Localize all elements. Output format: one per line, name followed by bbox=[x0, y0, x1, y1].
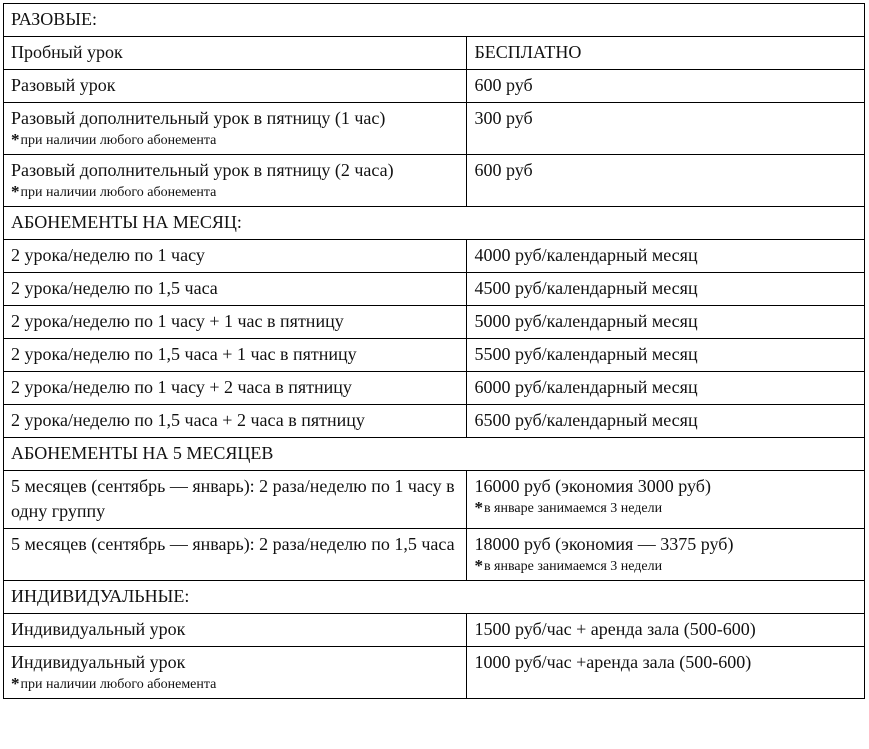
row-price: 18000 руб (экономия — 3375 руб) bbox=[474, 534, 734, 554]
row-name-cell: Индивидуальный урок *при наличии любого … bbox=[2, 646, 468, 699]
row-price: 16000 руб (экономия 3000 руб) bbox=[474, 476, 711, 496]
row-note: *при наличии любого абонемента bbox=[11, 131, 461, 150]
row-note: *при наличии любого абонемента bbox=[11, 675, 461, 694]
row-name: Разовый дополнительный урок в пятницу (1… bbox=[11, 108, 386, 128]
row-note-text: при наличии любого абонемента bbox=[20, 133, 217, 148]
section-header-row: РАЗОВЫЕ: bbox=[3, 3, 865, 37]
row-name: Пробный урок bbox=[2, 36, 468, 70]
section-header-row: ИНДИВИДУАЛЬНЫЕ: bbox=[3, 580, 865, 614]
table-row: 2 урока/неделю по 1 часу + 2 часа в пятн… bbox=[2, 371, 865, 405]
section-header-individual: ИНДИВИДУАЛЬНЫЕ: bbox=[3, 580, 865, 614]
table-row: Индивидуальный урок 1500 руб/час + аренд… bbox=[2, 613, 865, 647]
section-header-monthly: АБОНЕМЕНТЫ НА МЕСЯЦ: bbox=[3, 206, 865, 240]
row-note-text: при наличии любого абонемента bbox=[20, 677, 217, 692]
row-name-cell: Разовый дополнительный урок в пятницу (1… bbox=[2, 102, 468, 155]
table-row: 2 урока/неделю по 1 часу 4000 руб/календ… bbox=[2, 239, 865, 273]
row-price: 5000 руб/календарный месяц bbox=[466, 305, 865, 339]
table-row: Индивидуальный урок *при наличии любого … bbox=[2, 646, 865, 699]
section-header-five-months: АБОНЕМЕНТЫ НА 5 МЕСЯЦЕВ bbox=[3, 437, 865, 471]
row-price: 1000 руб/час +аренда зала (500-600) bbox=[466, 646, 865, 699]
table-row: 2 урока/неделю по 1,5 часа + 2 часа в пя… bbox=[2, 404, 865, 438]
row-name: Индивидуальный урок bbox=[2, 613, 468, 647]
table-row: 2 урока/неделю по 1 часу + 1 час в пятни… bbox=[2, 305, 865, 339]
row-name: 5 месяцев (сентябрь — январь): 2 раза/не… bbox=[2, 528, 468, 581]
row-name: 2 урока/неделю по 1 часу + 1 час в пятни… bbox=[2, 305, 468, 339]
section-header-row: АБОНЕМЕНТЫ НА 5 МЕСЯЦЕВ bbox=[3, 437, 865, 471]
row-note: *в январе занимаемся 3 недели bbox=[474, 557, 859, 576]
row-price-cell: 16000 руб (экономия 3000 руб) *в январе … bbox=[466, 470, 865, 529]
row-price: 5500 руб/календарный месяц bbox=[466, 338, 865, 372]
table-row: Разовый дополнительный урок в пятницу (2… bbox=[2, 154, 865, 207]
row-name: Разовый дополнительный урок в пятницу (2… bbox=[11, 160, 394, 180]
row-price: 6000 руб/календарный месяц bbox=[466, 371, 865, 405]
table-row: Разовый дополнительный урок в пятницу (1… bbox=[2, 102, 865, 155]
row-name: 2 урока/неделю по 1,5 часа + 1 час в пят… bbox=[2, 338, 468, 372]
row-note: *в январе занимаемся 3 недели bbox=[474, 499, 859, 518]
row-note-text: в январе занимаемся 3 недели bbox=[483, 501, 663, 516]
note-asterisk: * bbox=[11, 674, 20, 693]
note-asterisk: * bbox=[11, 182, 20, 201]
row-price-cell: 18000 руб (экономия — 3375 руб) *в январ… bbox=[466, 528, 865, 581]
row-price: 4000 руб/календарный месяц bbox=[466, 239, 865, 273]
table-row: 2 урока/неделю по 1,5 часа + 1 час в пят… bbox=[2, 338, 865, 372]
row-price: 600 руб bbox=[466, 154, 865, 207]
row-price: 1500 руб/час + аренда зала (500-600) bbox=[466, 613, 865, 647]
row-price: 4500 руб/календарный месяц bbox=[466, 272, 865, 306]
row-name: 5 месяцев (сентябрь — январь): 2 раза/не… bbox=[2, 470, 468, 529]
section-header-single: РАЗОВЫЕ: bbox=[3, 3, 865, 37]
note-asterisk: * bbox=[11, 130, 20, 149]
table-row: Пробный урок БЕСПЛАТНО bbox=[2, 36, 865, 70]
table-row: 2 урока/неделю по 1,5 часа 4500 руб/кале… bbox=[2, 272, 865, 306]
row-price: БЕСПЛАТНО bbox=[466, 36, 865, 70]
row-name-cell: Разовый дополнительный урок в пятницу (2… bbox=[2, 154, 468, 207]
price-table: РАЗОВЫЕ: Пробный урок БЕСПЛАТНО Разовый … bbox=[2, 3, 865, 699]
row-name: Индивидуальный урок bbox=[11, 652, 186, 672]
row-name: 2 урока/неделю по 1 часу bbox=[2, 239, 468, 273]
note-asterisk: * bbox=[474, 556, 483, 575]
row-note-text: при наличии любого абонемента bbox=[20, 185, 217, 200]
row-note-text: в январе занимаемся 3 недели bbox=[483, 559, 663, 574]
row-name: 2 урока/неделю по 1 часу + 2 часа в пятн… bbox=[2, 371, 468, 405]
row-price: 6500 руб/календарный месяц bbox=[466, 404, 865, 438]
note-asterisk: * bbox=[474, 498, 483, 517]
row-name: Разовый урок bbox=[2, 69, 468, 103]
table-row: 5 месяцев (сентябрь — январь): 2 раза/не… bbox=[2, 470, 865, 529]
table-row: 5 месяцев (сентябрь — январь): 2 раза/не… bbox=[2, 528, 865, 581]
section-header-row: АБОНЕМЕНТЫ НА МЕСЯЦ: bbox=[3, 206, 865, 240]
row-name: 2 урока/неделю по 1,5 часа + 2 часа в пя… bbox=[2, 404, 468, 438]
row-note: *при наличии любого абонемента bbox=[11, 183, 461, 202]
row-price: 300 руб bbox=[466, 102, 865, 155]
table-row: Разовый урок 600 руб bbox=[2, 69, 865, 103]
row-name: 2 урока/неделю по 1,5 часа bbox=[2, 272, 468, 306]
row-price: 600 руб bbox=[466, 69, 865, 103]
